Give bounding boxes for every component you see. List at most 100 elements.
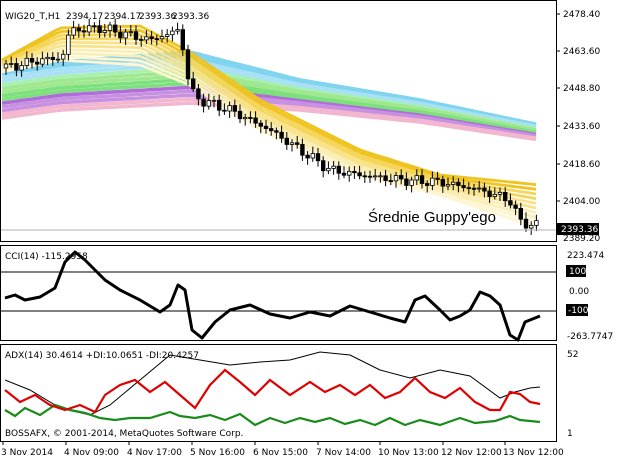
- minus-di-line: [4, 368, 541, 414]
- cci-tick: 100: [569, 267, 586, 277]
- candle-body: [201, 98, 206, 107]
- candle-body: [61, 53, 66, 60]
- candle-body: [362, 175, 367, 178]
- candle-body: [424, 183, 430, 186]
- candle-body: [461, 185, 466, 189]
- cci-label: CCI(14) -115.2958: [5, 252, 88, 262]
- guppy-short-ma: [1, 44, 537, 210]
- ohlc-low: 2393.36: [139, 12, 176, 22]
- adx-tick: 52: [567, 350, 578, 360]
- candle-body: [383, 175, 388, 181]
- guppy-short-ma: [1, 47, 537, 215]
- candle-body: [35, 61, 40, 65]
- candle-body: [185, 49, 191, 80]
- time-tick: 13 Nov 12:00: [503, 448, 564, 458]
- candle-body: [388, 180, 393, 182]
- candle-body: [232, 105, 237, 112]
- candle-body: [414, 175, 419, 181]
- candle-body: [258, 122, 263, 127]
- candle-body: [14, 63, 19, 71]
- candle-body: [482, 187, 487, 192]
- candle-body: [341, 172, 347, 176]
- ohlc-high: 2394.17: [104, 12, 141, 22]
- candle-body: [81, 30, 87, 33]
- price-tick: 2389.20: [563, 234, 600, 244]
- candle-body: [40, 58, 45, 65]
- candle-body: [102, 30, 107, 33]
- copyright-text: BOSSAFX, © 2001-2014, MetaQuotes Softwar…: [5, 429, 243, 439]
- candle-body: [294, 142, 300, 145]
- cci-tick: 223.474: [567, 251, 604, 261]
- candle-body: [71, 27, 76, 36]
- price-tick: 2404.00: [563, 197, 600, 207]
- candle-body: [92, 25, 97, 28]
- candle-body: [419, 175, 425, 184]
- candle-body: [326, 168, 331, 172]
- adx-line: [4, 351, 541, 416]
- candle-body: [268, 128, 274, 132]
- candle-body: [138, 39, 144, 41]
- guppy-short-ma: [1, 33, 537, 196]
- candle-body: [123, 31, 128, 39]
- candle-body: [50, 56, 55, 60]
- candle-body: [492, 193, 497, 197]
- candle-body: [502, 191, 508, 202]
- candle-body: [466, 187, 471, 190]
- ohlc-open: 2394.17: [66, 12, 103, 22]
- time-tick: 7 Nov 14:00: [316, 448, 371, 458]
- candle-body: [513, 204, 518, 209]
- candle-body: [367, 175, 373, 178]
- candle-body: [534, 220, 539, 226]
- candle-body: [144, 36, 149, 41]
- candle-body: [398, 175, 404, 180]
- guppy-short-ma: [1, 51, 537, 219]
- candle-body: [55, 58, 61, 61]
- candle-body: [523, 218, 529, 229]
- candle-body: [445, 184, 451, 187]
- candle-body: [128, 31, 133, 34]
- cci-pane[interactable]: [0, 245, 557, 341]
- time-tick: 12 Nov 12:00: [441, 448, 502, 458]
- candle-body: [331, 165, 336, 169]
- guppy-short-ma: [1, 37, 537, 200]
- candle-body: [113, 24, 118, 33]
- time-tick: 4 Nov 09:00: [64, 448, 119, 458]
- current-price-box: [557, 223, 599, 235]
- time-tick: 4 Nov 17:00: [127, 448, 182, 458]
- candlesticks: [3, 18, 539, 235]
- candle-body: [263, 125, 269, 129]
- candle-body: [206, 100, 211, 107]
- candle-body: [393, 175, 399, 182]
- candle-body: [253, 117, 258, 124]
- candle-body: [435, 177, 440, 180]
- candle-body: [164, 34, 170, 37]
- candle-body: [222, 109, 227, 112]
- candle-body: [508, 200, 513, 206]
- candle-body: [248, 117, 253, 119]
- price-tick: 2448.80: [563, 84, 600, 94]
- candle-body: [118, 31, 123, 39]
- price-tick: 2478.40: [563, 10, 600, 20]
- guppy-annotation: Średnie Guppy'ego: [368, 208, 496, 226]
- candle-body: [315, 153, 321, 162]
- candle-body: [149, 36, 154, 40]
- candle-body: [274, 130, 279, 133]
- candle-body: [237, 110, 243, 120]
- candle-body: [310, 153, 315, 159]
- candle-body: [372, 175, 378, 178]
- candle-body: [133, 31, 139, 40]
- candle-body: [440, 179, 445, 187]
- candle-body: [529, 224, 534, 229]
- candle-body: [357, 172, 362, 177]
- time-tick: 5 Nov 16:00: [190, 448, 245, 458]
- candle-body: [300, 144, 305, 156]
- guppy-short-ma: [1, 58, 537, 229]
- candle-body: [242, 117, 248, 120]
- candle-body: [211, 99, 217, 102]
- candle-body: [320, 160, 326, 172]
- candle-body: [471, 187, 477, 190]
- guppy-ribbons: [1, 24, 537, 229]
- time-tick: 3 Nov 2014: [1, 448, 53, 458]
